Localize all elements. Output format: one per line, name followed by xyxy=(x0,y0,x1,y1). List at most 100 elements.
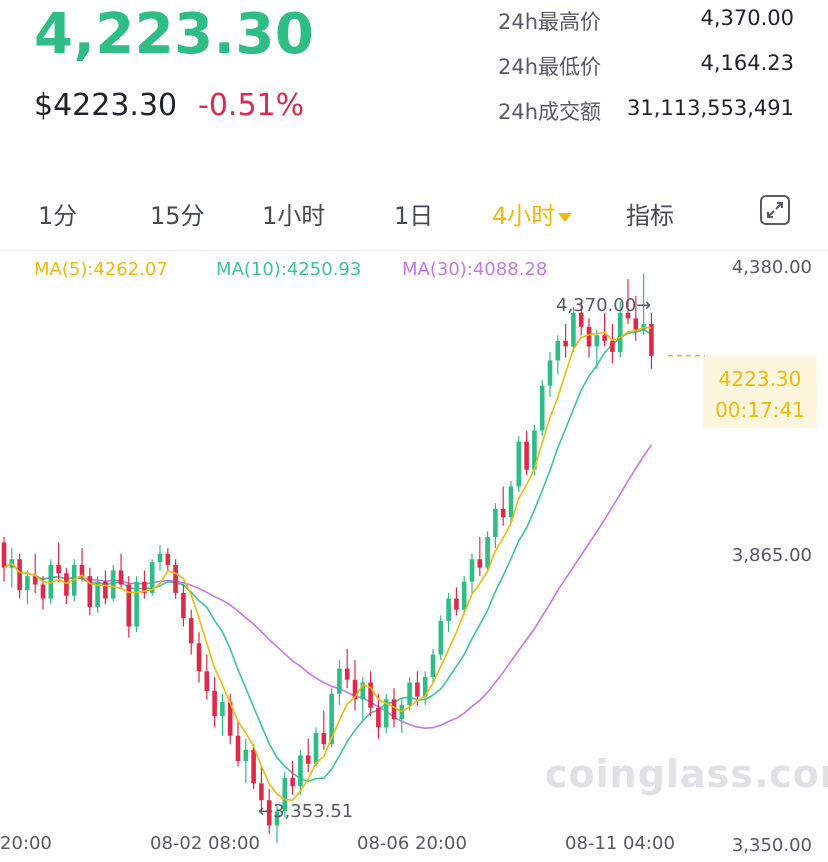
price-change-percent: -0.51% xyxy=(198,88,305,123)
candle-body xyxy=(391,699,397,719)
candle-body xyxy=(25,576,30,591)
candle-body xyxy=(383,699,389,728)
tab-1m[interactable]: 1分 xyxy=(38,202,78,230)
low-annotation: ←3,353.51 xyxy=(258,801,354,822)
candle-body xyxy=(415,682,420,697)
candle-body xyxy=(48,564,54,599)
candle-body xyxy=(298,755,303,787)
stat-value-low: 4,164.23 xyxy=(700,51,794,75)
candle-body xyxy=(344,668,350,680)
high-annotation-value: 4,370.00 xyxy=(556,295,637,316)
stat-label-low: 24h最低价 xyxy=(498,55,602,79)
candle-body xyxy=(32,576,38,585)
candle-body xyxy=(142,581,147,593)
candle-body xyxy=(586,326,592,347)
x-tick-1: 20:00 xyxy=(0,833,52,854)
candle-body xyxy=(40,584,46,599)
stat-value-volume: 31,113,553,491 xyxy=(627,96,794,120)
candle-body xyxy=(454,598,459,610)
tab-4h[interactable]: 4小时 xyxy=(492,196,573,231)
candle-body xyxy=(118,570,124,585)
candle-body xyxy=(493,508,498,537)
candle-body xyxy=(469,559,475,582)
candle-body xyxy=(243,749,249,761)
candle-body xyxy=(524,441,529,470)
ma10-line xyxy=(3,329,652,783)
candle-body xyxy=(368,682,373,708)
tab-1h[interactable]: 1小时 xyxy=(262,202,326,230)
candle-body xyxy=(290,777,295,787)
candle-body xyxy=(188,618,194,644)
ma5-legend: MA(5):4262.07 xyxy=(34,259,168,280)
candle-body xyxy=(196,643,202,672)
usd-price: $4223.30 xyxy=(34,88,178,123)
chevron-down-icon xyxy=(558,212,573,222)
stat-label-high: 24h最高价 xyxy=(498,10,602,34)
candle-body xyxy=(649,324,654,356)
candle-body xyxy=(516,441,522,487)
candle-body xyxy=(594,335,600,347)
current-price-label: 4223.30 xyxy=(718,367,802,391)
stat-value-high: 4,370.00 xyxy=(700,6,794,30)
candle-body xyxy=(282,777,288,812)
candle-body xyxy=(134,581,139,627)
y-tick-high: 4,380.00 xyxy=(731,257,812,278)
candle-body xyxy=(251,749,256,784)
candle-body xyxy=(17,559,22,591)
stat-label-volume: 24h成交额 xyxy=(498,100,602,124)
candle-body xyxy=(500,508,506,518)
candle-body xyxy=(212,690,217,717)
candle-body xyxy=(508,486,514,518)
tab-indicators[interactable]: 指标 xyxy=(626,202,674,230)
candle-body xyxy=(266,800,272,826)
candle-body xyxy=(610,340,615,353)
tab-4h-label: 4小时 xyxy=(492,202,556,230)
candle-body xyxy=(181,592,186,619)
candle-body xyxy=(235,735,241,761)
candle-body xyxy=(305,755,311,764)
candle-body xyxy=(461,581,467,610)
last-price: 4,223.30 xyxy=(34,2,315,67)
candle-body xyxy=(430,654,436,677)
high-annotation: 4,370.00→ xyxy=(556,295,652,316)
candle-body xyxy=(321,732,327,745)
candle-body xyxy=(422,676,428,697)
ma30-legend: MA(30):4088.28 xyxy=(402,259,548,280)
candle-body xyxy=(87,576,93,607)
candle-body xyxy=(220,702,225,717)
tab-1d[interactable]: 1日 xyxy=(394,202,434,230)
candle-body xyxy=(485,536,490,568)
watermark-logo: coinglass.com xyxy=(545,752,828,796)
tab-15m[interactable]: 15分 xyxy=(150,202,205,230)
candle-body xyxy=(617,312,623,353)
x-tick-4: 08-11 04:00 xyxy=(565,833,675,854)
candle-body xyxy=(532,430,537,470)
candle-body xyxy=(407,682,412,705)
candle-body xyxy=(602,335,607,341)
candle-body xyxy=(438,620,444,655)
x-tick-2: 08-02 08:00 xyxy=(150,833,260,854)
candle-body xyxy=(64,573,69,596)
candle-body xyxy=(477,559,483,568)
candle-body xyxy=(563,340,568,347)
candle-countdown: 00:17:41 xyxy=(715,398,805,422)
candle-body xyxy=(446,598,451,621)
y-tick-mid: 3,865.00 xyxy=(731,545,812,566)
expand-icon[interactable] xyxy=(760,195,790,225)
candle-body xyxy=(274,811,280,826)
candle-body xyxy=(103,581,108,599)
candle-body xyxy=(329,693,334,745)
candle-body xyxy=(95,581,100,607)
candle-body xyxy=(149,562,155,593)
candle-body xyxy=(539,385,545,431)
candle-body xyxy=(578,312,584,327)
candle-body xyxy=(157,553,163,563)
candle-body xyxy=(79,564,85,577)
candle-body xyxy=(633,318,639,330)
tabs-divider xyxy=(0,250,828,251)
ma10-legend: MA(10):4250.93 xyxy=(216,259,362,280)
candle-body xyxy=(313,732,319,764)
current-price-tag xyxy=(703,357,817,428)
candle-body xyxy=(376,707,381,728)
